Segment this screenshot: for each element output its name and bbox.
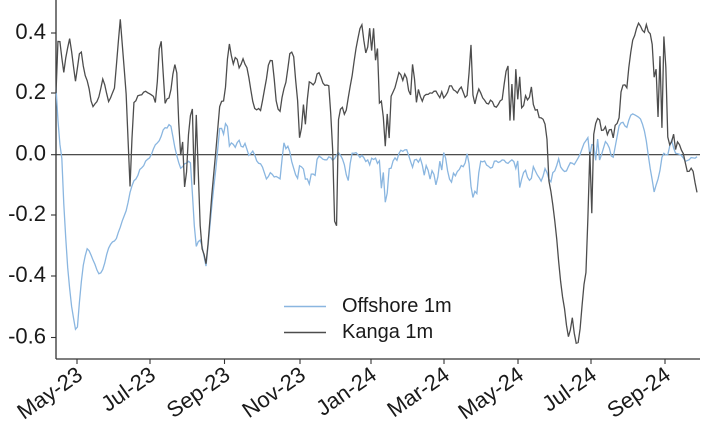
svg-text:Jan-24: Jan-24 [311, 362, 380, 421]
svg-text:0.4: 0.4 [15, 19, 46, 44]
svg-text:Jul-23: Jul-23 [96, 362, 159, 417]
svg-text:Sep-23: Sep-23 [162, 362, 234, 423]
svg-text:May-24: May-24 [453, 362, 527, 425]
svg-text:-0.4: -0.4 [8, 262, 46, 287]
svg-text:0.2: 0.2 [15, 79, 46, 104]
svg-text:Offshore 1m: Offshore 1m [342, 295, 452, 317]
svg-text:Nov-23: Nov-23 [237, 362, 309, 423]
svg-text:Sep-24: Sep-24 [602, 362, 674, 423]
svg-text:-0.6: -0.6 [8, 324, 46, 349]
svg-text:Mar-24: Mar-24 [382, 362, 453, 422]
svg-text:0.0: 0.0 [15, 141, 46, 166]
svg-text:Kanga 1m: Kanga 1m [342, 321, 433, 343]
svg-text:Jul-24: Jul-24 [537, 362, 600, 417]
svg-text:May-23: May-23 [12, 362, 86, 425]
svg-text:-0.2: -0.2 [8, 201, 46, 226]
